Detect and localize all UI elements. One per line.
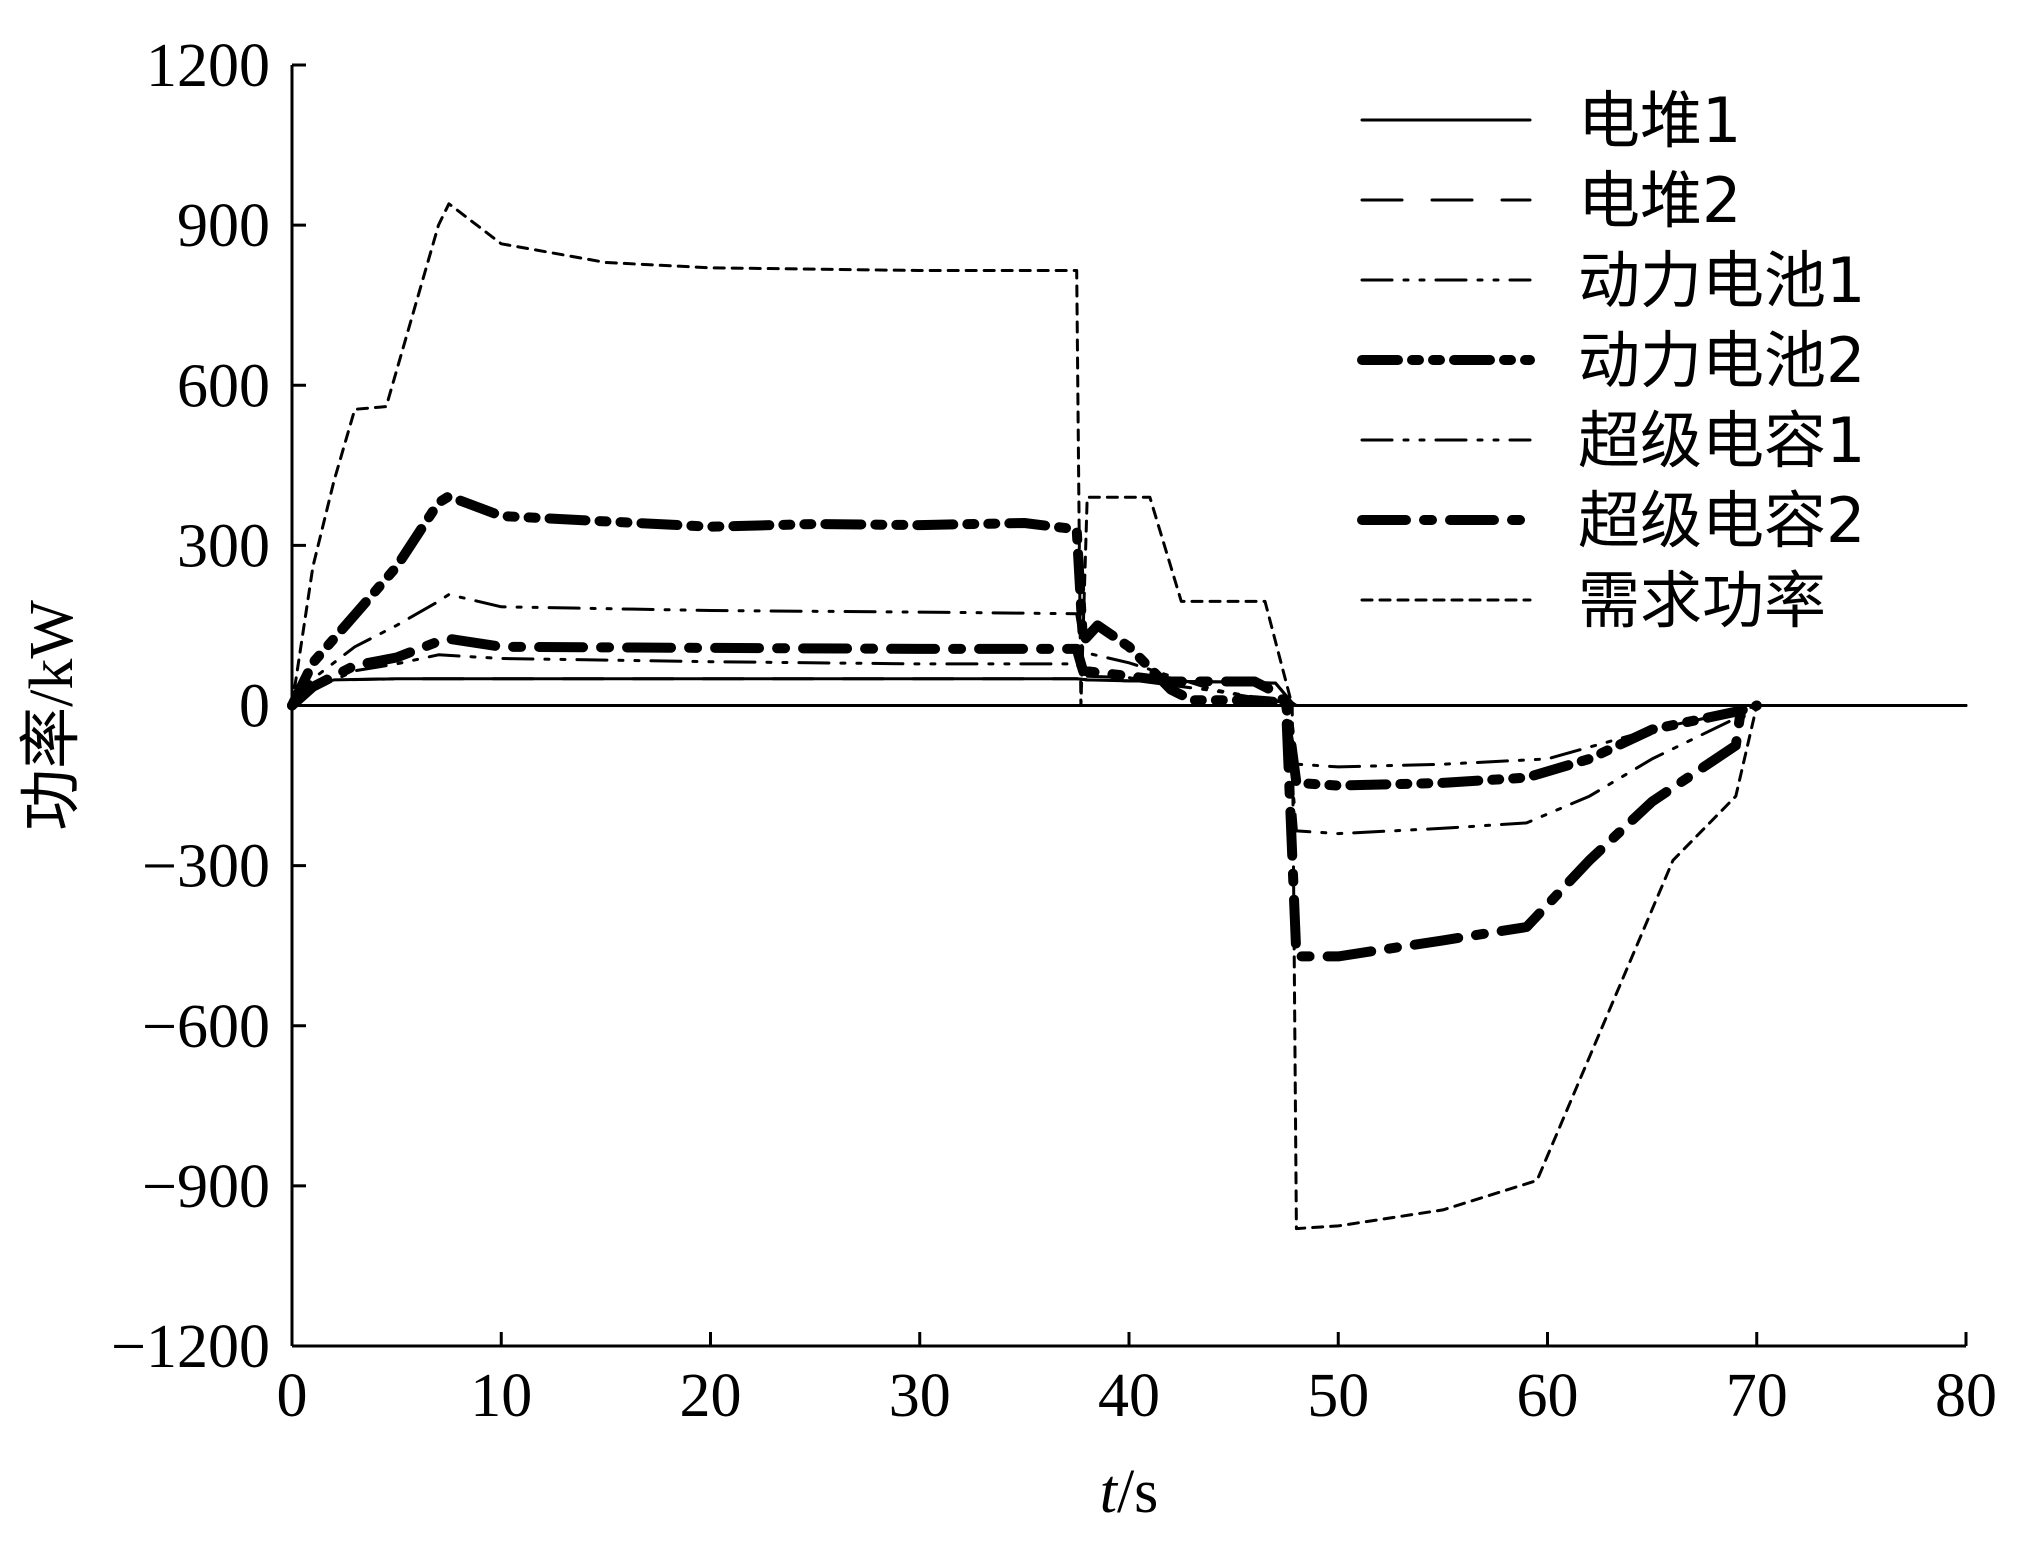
- y-tick-label: 1200: [146, 32, 270, 100]
- legend-label: 超级电容2: [1578, 484, 1865, 557]
- y-tick-label: 0: [239, 673, 270, 741]
- x-tick-label: 20: [680, 1362, 742, 1430]
- y-tick-label: 600: [177, 352, 270, 420]
- series-line-4: [287, 491, 1762, 791]
- x-tick-label: 30: [889, 1362, 951, 1430]
- legend-label: 电堆2: [1578, 164, 1741, 237]
- x-tick-label: 40: [1098, 1362, 1160, 1430]
- ticks: 0 10 20 30 40 50 60 70 80 1200 900 600 300 0 −300 −600 −…: [111, 32, 1997, 1430]
- x-tick-label: 10: [470, 1362, 532, 1430]
- series-line-2: [290, 677, 1968, 707]
- series-line-3: [290, 653, 1759, 769]
- series-line-6: [287, 633, 1762, 962]
- legend-label: 动力电池2: [1578, 324, 1865, 397]
- legend-label: 电堆1: [1578, 84, 1741, 157]
- y-axis-title: 功率/kW: [18, 600, 86, 831]
- x-axis-title-variable: t: [1100, 1458, 1119, 1526]
- y-tick-label: −600: [142, 993, 270, 1061]
- x-tick-label: 80: [1935, 1362, 1997, 1430]
- y-tick-label: 900: [177, 192, 270, 260]
- x-axis-title: t/s: [1100, 1458, 1159, 1526]
- x-tick-label: 50: [1307, 1362, 1369, 1430]
- y-tick-label: −900: [142, 1153, 270, 1221]
- series-line-1: [290, 677, 1968, 707]
- y-tick-label: −300: [142, 833, 270, 901]
- legend-label: 超级电容1: [1578, 404, 1865, 477]
- x-tick-label: 70: [1726, 1362, 1788, 1430]
- y-tick-label: −1200: [111, 1313, 270, 1381]
- x-axis-title-unit: /s: [1117, 1458, 1158, 1526]
- x-tick-label: 60: [1517, 1362, 1579, 1430]
- x-tick-label: 0: [277, 1362, 308, 1430]
- legend-label: 需求功率: [1578, 564, 1826, 637]
- legend-label: 动力电池1: [1578, 244, 1865, 317]
- series-line-5: [290, 593, 1759, 836]
- y-tick-label: 300: [177, 512, 270, 580]
- series-line-7: [290, 202, 1759, 1231]
